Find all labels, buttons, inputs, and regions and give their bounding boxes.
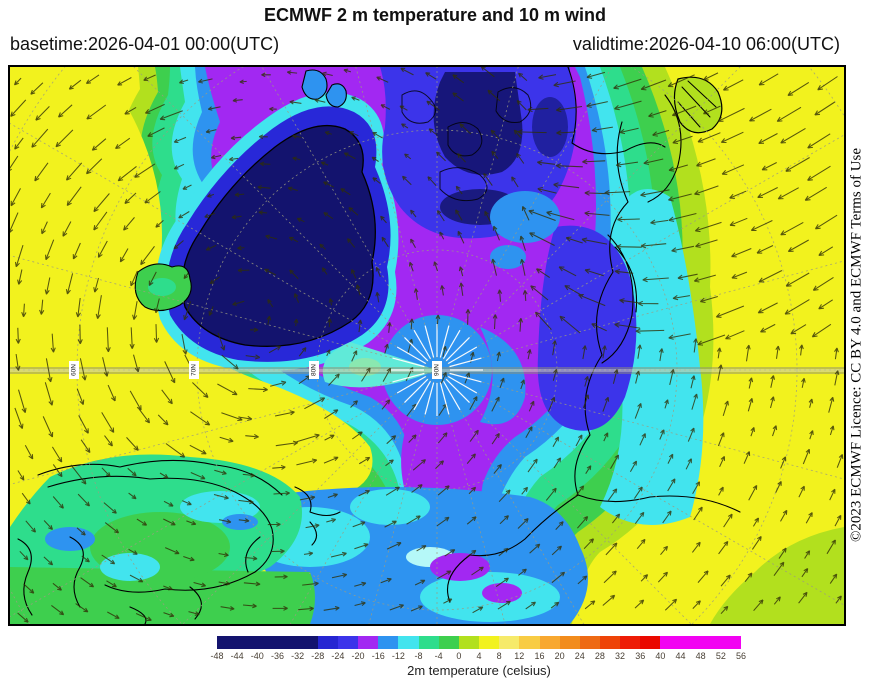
colorbar-segment <box>700 636 721 649</box>
validtime-label: validtime:2026-04-10 06:00(UTC) <box>572 34 840 54</box>
colorbar-tick-label: -28 <box>311 651 325 661</box>
latitude-label: 80N <box>311 364 318 376</box>
colorbar-segments <box>217 636 742 649</box>
horizontal-meridian-line <box>10 367 844 374</box>
colorbar-segment <box>237 636 258 649</box>
colorbar-tick-label: -4 <box>434 651 443 661</box>
colorbar-tick-label: 36 <box>635 651 646 661</box>
colorbar-segment <box>519 636 540 649</box>
colorbar-segment <box>378 636 399 649</box>
colorbar-tick-label: -32 <box>291 651 305 661</box>
colorbar-segment <box>277 636 298 649</box>
colorbar-tick-label: 4 <box>476 651 482 661</box>
colorbar-tick-label: 16 <box>534 651 545 661</box>
colorbar-segment <box>458 636 480 649</box>
colorbar-caption: 2m temperature (celsius) <box>407 663 551 678</box>
colorbar-tick-label: 8 <box>496 651 502 661</box>
page-title: ECMWF 2 m temperature and 10 m wind <box>263 5 607 25</box>
colorbar-ticks: -48 -44 -40 -36 -32 -28 -24 -20 -16 -12 -8 -4 0 4 8 12 1… <box>210 651 746 662</box>
colorbar-tick-label: 20 <box>554 651 565 661</box>
wind-arrows <box>10 67 844 623</box>
colorbar-tick-label: 0 <box>456 651 462 661</box>
colorbar-segment <box>499 636 520 649</box>
colorbar-tick-label: 24 <box>574 651 585 661</box>
colorbar-tick-label: 32 <box>615 651 626 661</box>
colorbar-segment <box>680 636 701 649</box>
temperature-wind-map: 60N 70N 80N 90N <box>10 67 844 624</box>
colorbar-segment <box>257 636 278 649</box>
colorbar-tick-label: -16 <box>371 651 385 661</box>
colorbar-tick-label: -12 <box>391 651 405 661</box>
colorbar-tick-label: -8 <box>414 651 423 661</box>
colorbar-tick-label: 48 <box>695 651 706 661</box>
copyright-vertical-text: ©2023 ECMWF Licence: CC BY 4.0 and ECMWF… <box>848 147 865 543</box>
colorbar-segment <box>438 636 459 649</box>
colorbar-tick-label: 52 <box>715 651 726 661</box>
colorbar-tick-label: -44 <box>230 651 244 661</box>
colorbar-segment <box>418 636 439 649</box>
colorbar-segment <box>317 636 338 649</box>
coastlines <box>17 67 741 624</box>
colorbar-segment <box>217 636 238 649</box>
colorbar-segment <box>358 636 379 649</box>
weather-map-frame: 60N 70N 80N 90N <box>8 65 846 626</box>
colorbar-tick-label: -20 <box>351 651 365 661</box>
colorbar-segment <box>660 636 681 649</box>
colorbar-tick-label: 56 <box>735 651 747 661</box>
colorbar-segment <box>640 636 661 649</box>
colorbar-tick-label: 44 <box>675 651 686 661</box>
colorbar-tick-label: -24 <box>331 651 345 661</box>
colorbar-segment <box>398 636 419 649</box>
colorbar-tick-label: -48 <box>210 651 224 661</box>
colorbar-tick-label: -36 <box>270 651 284 661</box>
colorbar-tick-label: 40 <box>655 651 666 661</box>
latitude-labels: 60N 70N 80N 90N <box>69 361 442 379</box>
colorbar-segment <box>720 636 742 649</box>
colorbar-segment <box>599 636 621 649</box>
latitude-label: 70N <box>191 364 198 376</box>
colorbar-tick-label: -40 <box>250 651 264 661</box>
colorbar-tick-label: 28 <box>594 651 605 661</box>
latitude-label: 60N <box>71 364 78 376</box>
colorbar-segment <box>539 636 560 649</box>
colorbar-segment <box>620 636 641 649</box>
basetime-label: basetime:2026-04-01 00:00(UTC) <box>10 34 280 54</box>
temperature-field <box>10 67 844 624</box>
colorbar-segment <box>559 636 580 649</box>
colorbar-segment <box>579 636 600 649</box>
colorbar-segment <box>337 636 359 649</box>
colorbar-tick-label: 12 <box>514 651 525 661</box>
colorbar-segment <box>297 636 318 649</box>
colorbar-segment <box>479 636 500 649</box>
latitude-label: 90N <box>434 364 441 376</box>
pole-starburst <box>391 324 483 416</box>
